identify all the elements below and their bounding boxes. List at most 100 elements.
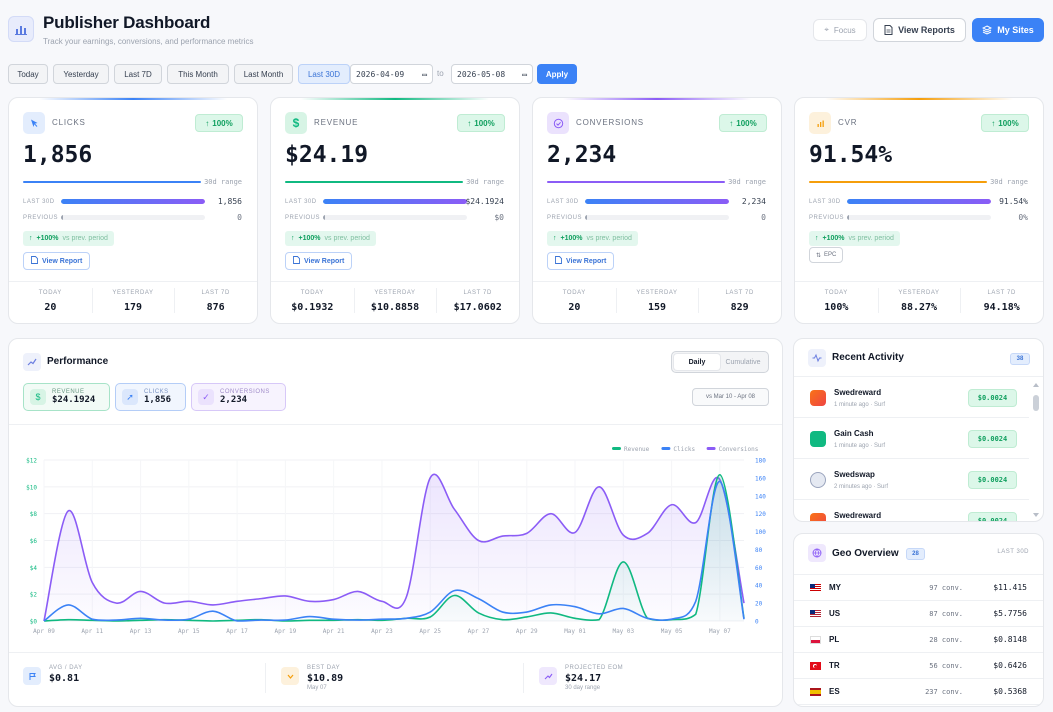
arrow-up-icon: ↑ — [291, 235, 295, 242]
swedreward-logo-icon — [810, 390, 826, 406]
activity-item[interactable]: Swedswap 2 minutes ago · Surf $0.0024 — [794, 459, 1029, 500]
kpi-value: 91.54% — [809, 142, 893, 168]
kpi-range-text: 30d range — [990, 178, 1028, 186]
x-tick-label: Apr 19 — [275, 628, 297, 635]
check-circle-icon — [547, 112, 569, 134]
kpi-last-bar — [61, 199, 205, 204]
kpi-last-value: 1,856 — [217, 197, 242, 206]
country-revenue: $0.6426 — [993, 661, 1027, 670]
activity-amount: $0.0024 — [968, 430, 1017, 448]
date-from-input[interactable]: 2026-04-09 ▭ — [350, 64, 433, 84]
legend-label-clicks: Clicks — [673, 446, 695, 453]
kpi-last7-value: 829 — [730, 302, 749, 313]
dashboard-logo-icon — [8, 16, 34, 42]
arrow-up-icon: ↑ — [205, 118, 210, 128]
kpi-yesterday-value: $10.8858 — [370, 302, 420, 313]
kpi-accent-line — [563, 98, 751, 100]
page-title: Publisher Dashboard — [43, 13, 211, 32]
compare-period-button[interactable]: vs Mar 10 - Apr 08 — [692, 388, 769, 406]
activity-meta: 2 minutes ago · Surf — [834, 484, 889, 490]
calendar-icon: ▭ — [422, 69, 427, 79]
y-left-tick-label: $10 — [26, 484, 37, 491]
country-code: TR — [829, 661, 840, 670]
country-conversions: 28 conv. — [929, 636, 963, 644]
country-conversions: 97 conv. — [929, 584, 963, 592]
gaincash-logo-icon — [810, 431, 826, 447]
view-reports-button[interactable]: View Reports — [873, 18, 966, 42]
view-report-button[interactable]: View Report — [285, 252, 353, 270]
legend-label-revenue: Revenue — [624, 446, 650, 453]
my-sites-button[interactable]: My Sites — [972, 18, 1044, 42]
activity-list: Swedreward 1 minute ago · Surf $0.0024 Gain… — [794, 376, 1043, 521]
scroll-up-icon[interactable] — [1033, 383, 1039, 387]
view-report-button[interactable]: View Report — [547, 252, 615, 270]
kpi-change-badge: ↑ 100% — [981, 114, 1029, 132]
view-mode-toggle: Daily Cumulative — [671, 351, 769, 373]
kpi-prev-value: 0 — [761, 213, 766, 222]
kpi-last-value: $24.1924 — [465, 197, 504, 206]
preset-today-button[interactable]: Today — [8, 64, 48, 84]
apply-button[interactable]: Apply — [537, 64, 577, 84]
scroll-thumb[interactable] — [1033, 395, 1039, 411]
country-revenue: $11.415 — [993, 583, 1027, 592]
epc-button[interactable]: ⇅ EPC — [809, 247, 844, 263]
scroll-down-icon[interactable] — [1033, 513, 1039, 517]
view-report-button[interactable]: View Report — [23, 252, 91, 270]
toggle-cumulative[interactable]: Cumulative — [725, 358, 761, 366]
activity-item[interactable]: Swedreward $0.0024 — [794, 500, 1029, 521]
kpi-card-conversions: CONVERSIONS ↑ 100% 2,234 30d range LAST 3… — [532, 97, 782, 324]
activity-name: Swedreward — [834, 511, 882, 520]
metric-chip-revenue[interactable]: $ REVENUE $24.1924 — [23, 383, 110, 411]
date-to-label: to — [437, 69, 444, 78]
geo-row-my[interactable]: MY 97 conv. $11.415 — [794, 575, 1043, 601]
us-flag-icon — [810, 610, 821, 618]
geo-row-pl[interactable]: PL 28 conv. $0.8148 — [794, 627, 1043, 653]
globe-icon — [808, 544, 826, 562]
kpi-prev-bar — [323, 215, 467, 220]
recent-activity-title: Recent Activity — [832, 352, 904, 363]
performance-chart-svg: $0 $2 $4 $6 $8 $10 $12 0 20 40 60 80 100 120 140 160 180… — [26, 446, 766, 635]
kpi-last-bar — [585, 199, 729, 204]
geo-range-label: LAST 30D — [997, 549, 1029, 555]
preset-yesterday-button[interactable]: Yesterday — [53, 64, 109, 84]
y-right-tick-label: 0 — [755, 619, 759, 626]
metric-chip-clicks[interactable]: ➚ CLICKS 1,856 — [115, 383, 186, 411]
focus-button[interactable]: ⌖ Focus — [813, 19, 867, 41]
kpi-label: CVR — [838, 118, 858, 127]
kpi-footer: TODAY 20 YESTERDAY 159 LAST 7D 829 — [533, 281, 781, 323]
x-tick-label: Apr 11 — [81, 628, 103, 635]
y-left-tick-label: $4 — [30, 565, 38, 572]
date-to-input[interactable]: 2026-05-08 ▭ — [451, 64, 533, 84]
x-tick-label: May 01 — [564, 628, 586, 635]
kpi-range-line — [285, 181, 463, 183]
activity-scrollbar[interactable] — [1033, 383, 1039, 517]
toggle-daily[interactable]: Daily — [674, 354, 720, 370]
legend-swatch-revenue — [612, 447, 621, 450]
avg-per-day-stat: AVG / DAY $0.81 — [23, 665, 83, 685]
preset-this-month-button[interactable]: This Month — [167, 64, 229, 84]
preset-last30d-button[interactable]: Last 30D — [298, 64, 350, 84]
activity-item[interactable]: Swedreward 1 minute ago · Surf $0.0024 — [794, 377, 1029, 418]
kpi-last-label: LAST 30D — [23, 199, 55, 205]
kpi-value: $24.19 — [285, 142, 369, 168]
kpi-last-label: LAST 30D — [285, 199, 317, 205]
activity-item[interactable]: Gain Cash 1 minute ago · Surf $0.0024 — [794, 418, 1029, 459]
country-revenue: $0.5368 — [993, 687, 1027, 696]
metric-chip-conversions[interactable]: ✓ CONVERSIONS 2,234 — [191, 383, 286, 411]
x-tick-label: Apr 25 — [419, 628, 441, 635]
kpi-last-label: LAST 30D — [547, 199, 579, 205]
page-subtitle: Track your earnings, conversions, and pe… — [43, 37, 254, 46]
dollar-icon: $ — [285, 112, 307, 134]
crosshair-icon: ⌖ — [824, 25, 829, 34]
kpi-range-line — [23, 181, 201, 183]
kpi-last7-value: 94.18% — [983, 302, 1020, 313]
geo-row-us[interactable]: US 87 conv. $5.7756 — [794, 601, 1043, 627]
kpi-label: CONVERSIONS — [576, 118, 644, 127]
geo-row-tr[interactable]: TR 56 conv. $0.6426 — [794, 653, 1043, 679]
preset-last-month-button[interactable]: Last Month — [234, 64, 293, 84]
preset-last7d-button[interactable]: Last 7D — [114, 64, 162, 84]
geo-row-es[interactable]: ES 237 conv. $0.5368 — [794, 679, 1043, 705]
performance-panel: Performance Daily Cumulative $ REVENUE $2… — [8, 338, 783, 707]
activity-meta: 1 minute ago · Surf — [834, 443, 886, 449]
kpi-range-text: 30d range — [466, 178, 504, 186]
